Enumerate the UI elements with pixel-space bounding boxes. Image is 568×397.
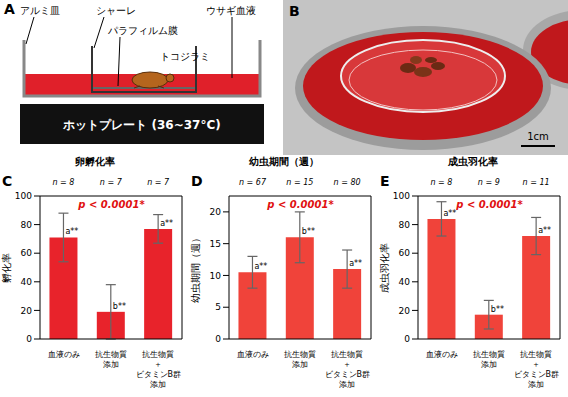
svg-text:5: 5 bbox=[215, 302, 221, 312]
svg-text:0: 0 bbox=[26, 334, 32, 344]
svg-text:100: 100 bbox=[15, 191, 32, 201]
svg-text:60: 60 bbox=[399, 248, 411, 258]
svg-text:n = 80: n = 80 bbox=[334, 178, 361, 187]
svg-text:0: 0 bbox=[215, 334, 221, 344]
html-text:p < 0.0001*: p < 0.0001* bbox=[267, 199, 334, 210]
svg-text:n = 67: n = 67 bbox=[239, 178, 267, 187]
svg-text:血液のみ: 血液のみ bbox=[237, 350, 269, 359]
svg-text:100: 100 bbox=[393, 191, 410, 201]
svg-text:抗生物質添加: 抗生物質添加 bbox=[284, 350, 316, 369]
html-text:D: D bbox=[191, 173, 203, 189]
html-text:p < 0.0001*: p < 0.0001* bbox=[78, 199, 145, 210]
svg-text:抗生物質＋ビタミンB群添加: 抗生物質＋ビタミンB群添加 bbox=[514, 350, 560, 389]
svg-text:20: 20 bbox=[399, 306, 411, 316]
svg-text:n = 8: n = 8 bbox=[52, 178, 74, 187]
svg-text:40: 40 bbox=[399, 277, 411, 287]
html-text:p < 0.0001*: p < 0.0001* bbox=[456, 199, 523, 210]
svg-text:ホットプレート (36~37°C): ホットプレート (36~37°C) bbox=[62, 118, 220, 132]
svg-text:抗生物質＋ビタミンB群添加: 抗生物質＋ビタミンB群添加 bbox=[136, 350, 182, 389]
svg-text:抗生物質＋ビタミンB群添加: 抗生物質＋ビタミンB群添加 bbox=[325, 350, 371, 389]
svg-text:20: 20 bbox=[21, 306, 33, 316]
svg-text:トコジラミ: トコジラミ bbox=[160, 51, 210, 62]
svg-text:幼虫期間（週）: 幼虫期間（週） bbox=[190, 233, 201, 303]
svg-text:a**: a** bbox=[160, 219, 173, 228]
svg-text:n = 11: n = 11 bbox=[523, 178, 550, 187]
svg-text:シャーレ: シャーレ bbox=[96, 5, 136, 16]
svg-text:1cm: 1cm bbox=[527, 131, 549, 142]
html-text:幼虫期間（週）: 幼虫期間（週） bbox=[248, 156, 319, 167]
svg-text:アルミ皿: アルミ皿 bbox=[20, 5, 60, 16]
svg-text:a**: a** bbox=[349, 259, 362, 268]
svg-text:a**: a** bbox=[538, 226, 551, 235]
html-text:C: C bbox=[2, 173, 13, 189]
svg-text:80: 80 bbox=[21, 220, 33, 230]
svg-text:40: 40 bbox=[21, 277, 33, 287]
svg-text:抗生物質添加: 抗生物質添加 bbox=[473, 350, 505, 369]
svg-text:0: 0 bbox=[404, 334, 410, 344]
svg-text:10: 10 bbox=[210, 271, 222, 281]
svg-text:パラフィルム膜: パラフィルム膜 bbox=[107, 25, 178, 36]
svg-text:B: B bbox=[289, 3, 300, 19]
svg-text:a**: a** bbox=[65, 227, 78, 236]
html-text:卵孵化率: 卵孵化率 bbox=[74, 156, 115, 167]
svg-text:n = 15: n = 15 bbox=[286, 178, 313, 187]
svg-text:b**: b** bbox=[113, 302, 126, 311]
svg-text:80: 80 bbox=[399, 220, 411, 230]
svg-text:抗生物質添加: 抗生物質添加 bbox=[95, 350, 127, 369]
svg-text:b**: b** bbox=[491, 305, 504, 314]
svg-text:血液のみ: 血液のみ bbox=[48, 350, 80, 359]
html-text:E: E bbox=[380, 173, 390, 189]
svg-text:n = 8: n = 8 bbox=[430, 178, 452, 187]
svg-text:20: 20 bbox=[210, 207, 222, 217]
svg-text:a**: a** bbox=[254, 262, 267, 271]
svg-text:n = 9: n = 9 bbox=[478, 178, 500, 187]
svg-text:n = 7: n = 7 bbox=[100, 178, 123, 187]
html-text:成虫羽化率: 成虫羽化率 bbox=[447, 156, 498, 167]
svg-text:ウサギ血液: ウサギ血液 bbox=[206, 5, 256, 16]
svg-text:b**: b** bbox=[302, 227, 315, 236]
svg-text:15: 15 bbox=[210, 239, 221, 249]
svg-text:60: 60 bbox=[21, 248, 33, 258]
svg-text:n = 7: n = 7 bbox=[147, 178, 170, 187]
svg-text:成虫羽化率: 成虫羽化率 bbox=[379, 243, 390, 293]
svg-text:A: A bbox=[8, 1, 15, 17]
svg-text:孵化率: 孵化率 bbox=[8, 253, 12, 283]
svg-text:血液のみ: 血液のみ bbox=[426, 350, 458, 359]
svg-text:a**: a** bbox=[443, 209, 456, 218]
